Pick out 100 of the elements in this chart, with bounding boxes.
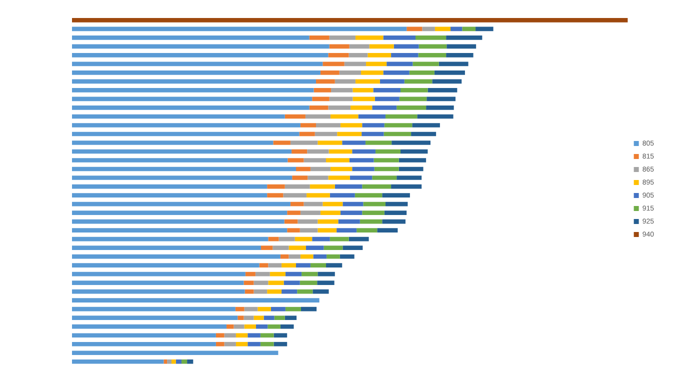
bar [292, 176, 308, 180]
bar [248, 342, 260, 346]
bar [317, 280, 334, 285]
bar [72, 88, 314, 92]
bar [382, 193, 410, 198]
bar [285, 272, 302, 276]
bar [268, 263, 282, 268]
bar [248, 333, 260, 338]
bar [306, 246, 324, 250]
bar [72, 333, 216, 338]
bar [284, 280, 300, 285]
bar [300, 210, 320, 215]
bar [338, 219, 360, 224]
bar [322, 202, 343, 206]
bar [304, 158, 326, 162]
bar [72, 132, 300, 136]
bar [72, 26, 407, 32]
bar [72, 324, 227, 329]
bar [331, 88, 353, 92]
bar [432, 79, 462, 84]
bar [224, 342, 236, 346]
bar [340, 210, 362, 215]
bar [274, 333, 288, 338]
bar [309, 36, 330, 40]
bar [374, 158, 399, 162]
bar [365, 140, 392, 145]
bar [304, 202, 323, 206]
bar [417, 114, 454, 119]
bar [235, 306, 244, 312]
bar [72, 289, 245, 294]
bar [362, 210, 384, 215]
bar [72, 359, 164, 364]
bar [216, 342, 224, 346]
bar [268, 280, 284, 285]
bar [438, 62, 468, 66]
bar [72, 166, 296, 172]
bar [309, 106, 328, 110]
bar [280, 254, 289, 259]
bar [267, 184, 285, 189]
bar [268, 236, 279, 242]
bar [316, 123, 340, 128]
bar [394, 44, 419, 49]
bar [72, 202, 290, 206]
bar [267, 193, 284, 198]
bar [374, 96, 400, 102]
bar [72, 236, 268, 242]
bar [260, 333, 274, 338]
bar [318, 219, 338, 224]
bar [342, 246, 363, 250]
bar [300, 228, 318, 232]
bar [385, 114, 418, 119]
bar [358, 114, 386, 119]
bar [336, 228, 357, 232]
bar [372, 106, 397, 110]
bar [328, 106, 350, 110]
bar [274, 342, 288, 346]
bar [297, 289, 313, 294]
bar [352, 166, 374, 172]
bar [287, 210, 300, 215]
bar [310, 166, 330, 172]
bar [72, 176, 292, 180]
bar [362, 132, 384, 136]
bar [284, 114, 306, 119]
bar [72, 70, 320, 75]
bar [258, 306, 271, 312]
bar [187, 359, 194, 364]
bar [366, 62, 387, 66]
bar [280, 324, 294, 329]
bar [254, 316, 264, 320]
bar [334, 184, 362, 189]
bar [318, 140, 342, 145]
bar [316, 79, 335, 84]
bar [244, 324, 256, 329]
bar [352, 149, 376, 154]
bar [400, 149, 428, 154]
bar [310, 263, 326, 268]
bar [352, 88, 374, 92]
bar [422, 26, 435, 32]
bar [375, 149, 400, 154]
bar [372, 176, 397, 180]
bar [296, 166, 310, 172]
bar [171, 359, 176, 364]
bar [226, 324, 234, 329]
bar [377, 228, 398, 232]
bar [72, 219, 284, 224]
bar [426, 106, 454, 110]
bar [273, 140, 290, 145]
bar [318, 272, 335, 276]
bar [72, 342, 216, 346]
bar [236, 333, 248, 338]
bar [330, 193, 355, 198]
bar [290, 140, 318, 145]
bar [356, 228, 378, 232]
bar [344, 62, 366, 66]
bar [385, 202, 408, 206]
bar [72, 263, 260, 268]
bar [72, 246, 261, 250]
bar [302, 272, 318, 276]
bar [334, 79, 356, 84]
bar [72, 79, 316, 84]
